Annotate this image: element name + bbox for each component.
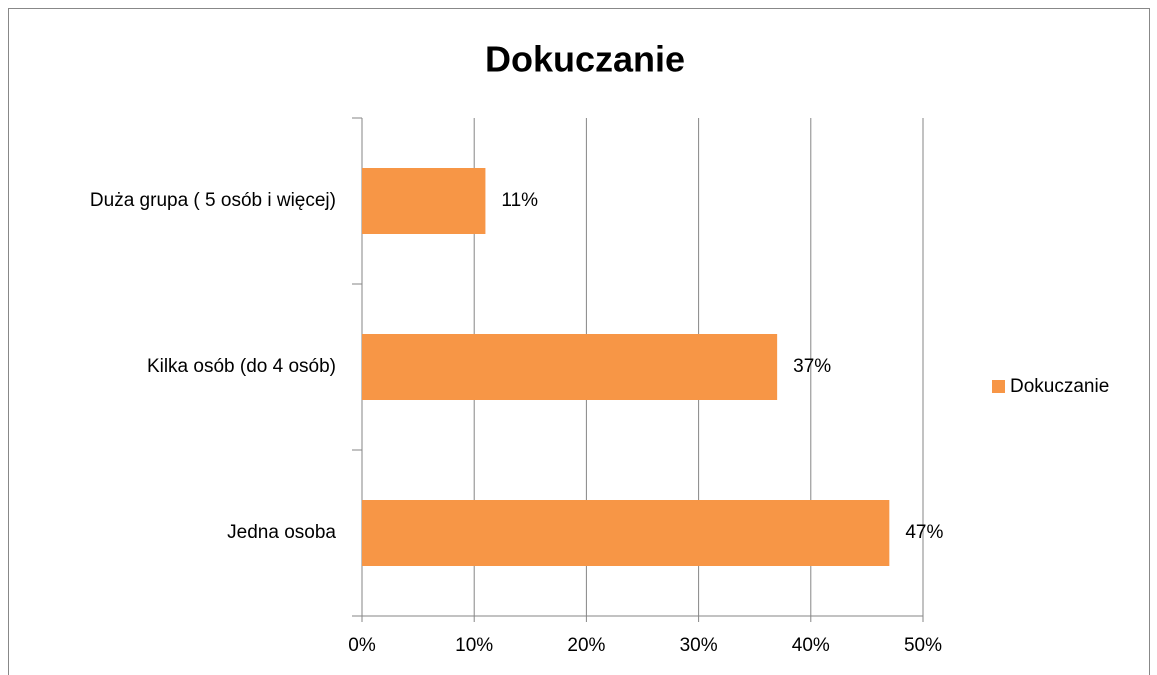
- data-label: 11%: [501, 190, 538, 211]
- chart-title: Dokuczanie: [485, 39, 685, 80]
- data-label: 47%: [905, 522, 943, 543]
- y-tick-label: Jedna osoba: [227, 522, 336, 543]
- x-tick-label: 10%: [455, 635, 493, 656]
- y-tick-label: Duża grupa ( 5 osób i więcej): [90, 190, 336, 211]
- legend-label: Dokuczanie: [1010, 376, 1109, 397]
- x-tick-label: 30%: [680, 635, 718, 656]
- x-tick-label: 50%: [904, 635, 942, 656]
- legend-swatch: [992, 380, 1005, 393]
- chart-frame: [8, 8, 1150, 675]
- bar: [362, 334, 778, 400]
- x-tick-label: 20%: [567, 635, 605, 656]
- x-tick-label: 40%: [792, 635, 830, 656]
- bar: [362, 168, 486, 234]
- y-tick-label: Kilka osób (do 4 osób): [147, 356, 336, 377]
- x-tick-label: 0%: [348, 635, 376, 656]
- bar: [362, 500, 890, 566]
- data-label: 37%: [793, 356, 831, 377]
